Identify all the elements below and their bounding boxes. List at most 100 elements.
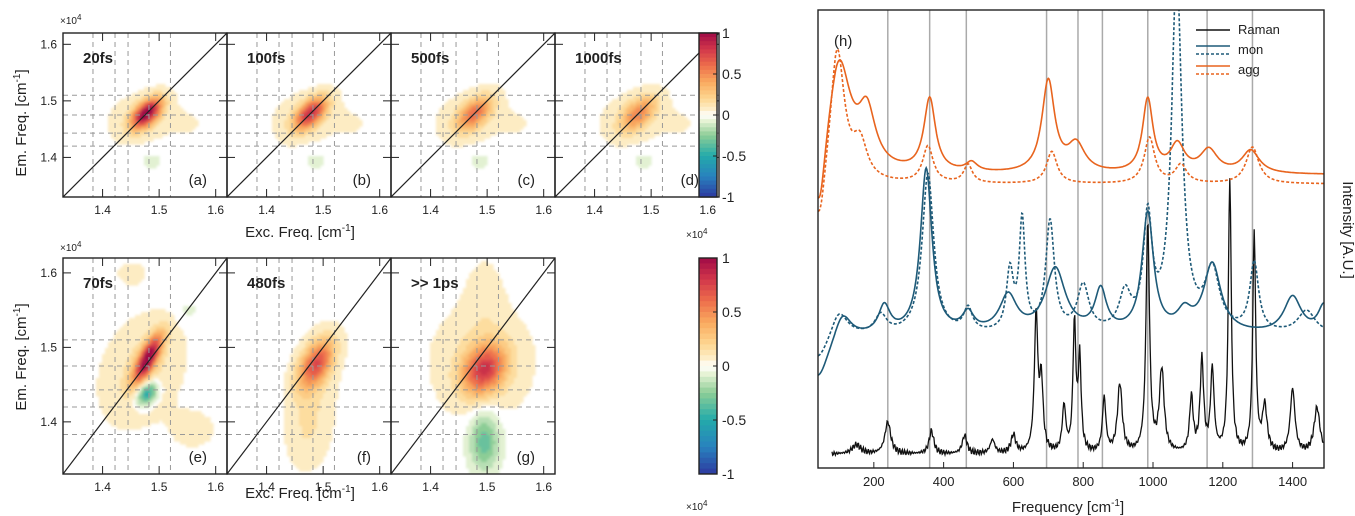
colorbar-cell — [699, 457, 717, 464]
colorbar-tick-label: 0 — [722, 107, 730, 123]
heatmap-cells — [600, 84, 691, 169]
colorbar-cell — [699, 61, 717, 67]
dashed-reference-lines — [227, 258, 391, 474]
colorbar-cell — [699, 376, 717, 383]
colorbar-cell — [699, 366, 717, 372]
colorbar-cell — [699, 151, 717, 157]
panel-time-label: >> 1ps — [411, 275, 459, 292]
colorbar-cell — [699, 57, 717, 63]
colorbar-cell — [699, 69, 717, 75]
colorbar-cell — [699, 290, 717, 297]
x-tick-label: 1.5 — [479, 480, 496, 494]
colorbar-cell — [699, 317, 717, 324]
panel-e: 1.4 1.4 1.5 1.5 1.6 1.6 70fs (e) — [40, 257, 228, 494]
colorbar-cell — [699, 295, 717, 302]
colorbar-tick-label: 1 — [722, 250, 730, 266]
colorbar-cell — [699, 90, 717, 95]
colorbar-cell — [699, 102, 717, 108]
heatmap-cells — [284, 321, 348, 472]
x-tick-label: 1.5 — [479, 203, 496, 217]
colorbar-cell — [699, 156, 717, 161]
colorbar-cell — [699, 441, 717, 448]
colorbar-cell — [699, 123, 717, 128]
colorbar-cell — [699, 131, 717, 136]
x-tick-label: 1.4 — [94, 480, 111, 494]
y-tick-label: 1.4 — [40, 150, 57, 164]
colorbar-tick-label: 0.5 — [722, 66, 742, 82]
diagonal-line — [555, 33, 719, 197]
y-tick-label: 1.6 — [40, 37, 57, 51]
colorbar-cell — [699, 45, 717, 50]
colorbar-cell — [699, 447, 717, 453]
colorbar-cell — [699, 403, 717, 410]
panel-d: 1.4 1.5 1.6 1000fs (d) — [554, 32, 720, 217]
bottom-x-exponent: ×104 — [686, 499, 708, 513]
x-tick-label: 1.4 — [94, 203, 111, 217]
x-tick-label: 1.4 — [422, 203, 439, 217]
colorbar-cell — [699, 139, 717, 145]
colorbar-cell — [699, 312, 717, 318]
line-chart-layer: 200 400 600 800 1000 1200 1400 (h) Raman mon agg — [817, 9, 1325, 489]
heatmap-cells — [436, 84, 527, 169]
x-tick-label: 1.6 — [207, 203, 224, 217]
colorbar-cell — [699, 115, 717, 120]
colorbar-cell — [699, 409, 717, 416]
colorbar-cell — [699, 164, 717, 169]
colorbar-cell — [699, 355, 717, 362]
colorbar-cell — [699, 172, 717, 177]
x-tick-label: 1.4 — [258, 203, 275, 217]
panel-frame — [554, 32, 720, 198]
x-tick-label: 1.4 — [422, 480, 439, 494]
panel-time-label: 70fs — [83, 275, 113, 292]
colorbar-cell — [699, 322, 717, 329]
heatmap-layer: 1.4 1.4 1.5 1.5 1.6 1.6 20fs (a) 1.4 1.5 1.6 100fs (… — [40, 25, 746, 494]
bottom-ylabel: Em. Freq. [cm-1] — [12, 303, 30, 410]
plot-background — [818, 10, 1324, 468]
bottom-y-exponent: ×104 — [60, 240, 82, 254]
colorbar-cell — [699, 86, 717, 91]
colorbar-tick-label: -0.5 — [722, 148, 746, 164]
colorbar-cell — [699, 65, 717, 71]
colorbar-cell — [699, 279, 717, 286]
x-tick-label: 800 — [1072, 474, 1094, 489]
diagonal-line — [391, 33, 555, 197]
plot-frame — [817, 9, 1325, 469]
x-tick-label: 1.5 — [151, 480, 168, 494]
heatmap-cells — [96, 264, 214, 448]
panel-letter-label: (h) — [834, 33, 852, 50]
x-tick-label: 1.5 — [315, 203, 332, 217]
panel-time-label: 500fs — [411, 50, 449, 67]
colorbar-cell — [699, 33, 717, 38]
colorbar-cell — [699, 306, 717, 313]
x-tick-label: 1.6 — [535, 480, 552, 494]
panel-letter-label: (f) — [357, 449, 371, 466]
legend-label: agg — [1238, 62, 1260, 77]
h-xlabel: Frequency [cm-1] — [1012, 498, 1124, 516]
x-tick-label: 1200 — [1208, 474, 1237, 489]
colorbar-cell — [699, 420, 717, 426]
x-tick-label: 600 — [1003, 474, 1025, 489]
panel-letter-label: (e) — [189, 449, 207, 466]
x-tick-label: 1.6 — [535, 203, 552, 217]
colorbar-cell — [699, 180, 717, 186]
colorbar-cell — [699, 339, 717, 345]
x-tick-label: 1400 — [1278, 474, 1307, 489]
diagonal-line — [391, 258, 555, 474]
series-mon-dotted — [818, 10, 1324, 357]
colorbar-cell — [699, 398, 717, 405]
colorbar-cell — [699, 344, 717, 351]
series-agg-dotted — [818, 47, 1324, 213]
heatmap-cells — [272, 84, 363, 169]
colorbar-cell — [699, 160, 717, 165]
panel-time-label: 20fs — [83, 50, 113, 67]
y-tick-label: 1.6 — [40, 266, 57, 280]
colorbar-cell — [699, 258, 717, 264]
colorbar-cell — [699, 192, 717, 198]
colorbar-cell — [699, 74, 717, 79]
diagonal-line — [63, 258, 227, 474]
colorbar-cell — [699, 436, 717, 443]
legend-label: mon — [1238, 42, 1263, 57]
colorbar-cell — [699, 382, 717, 389]
top-xlabel: Exc. Freq. [cm-1] — [245, 223, 355, 241]
